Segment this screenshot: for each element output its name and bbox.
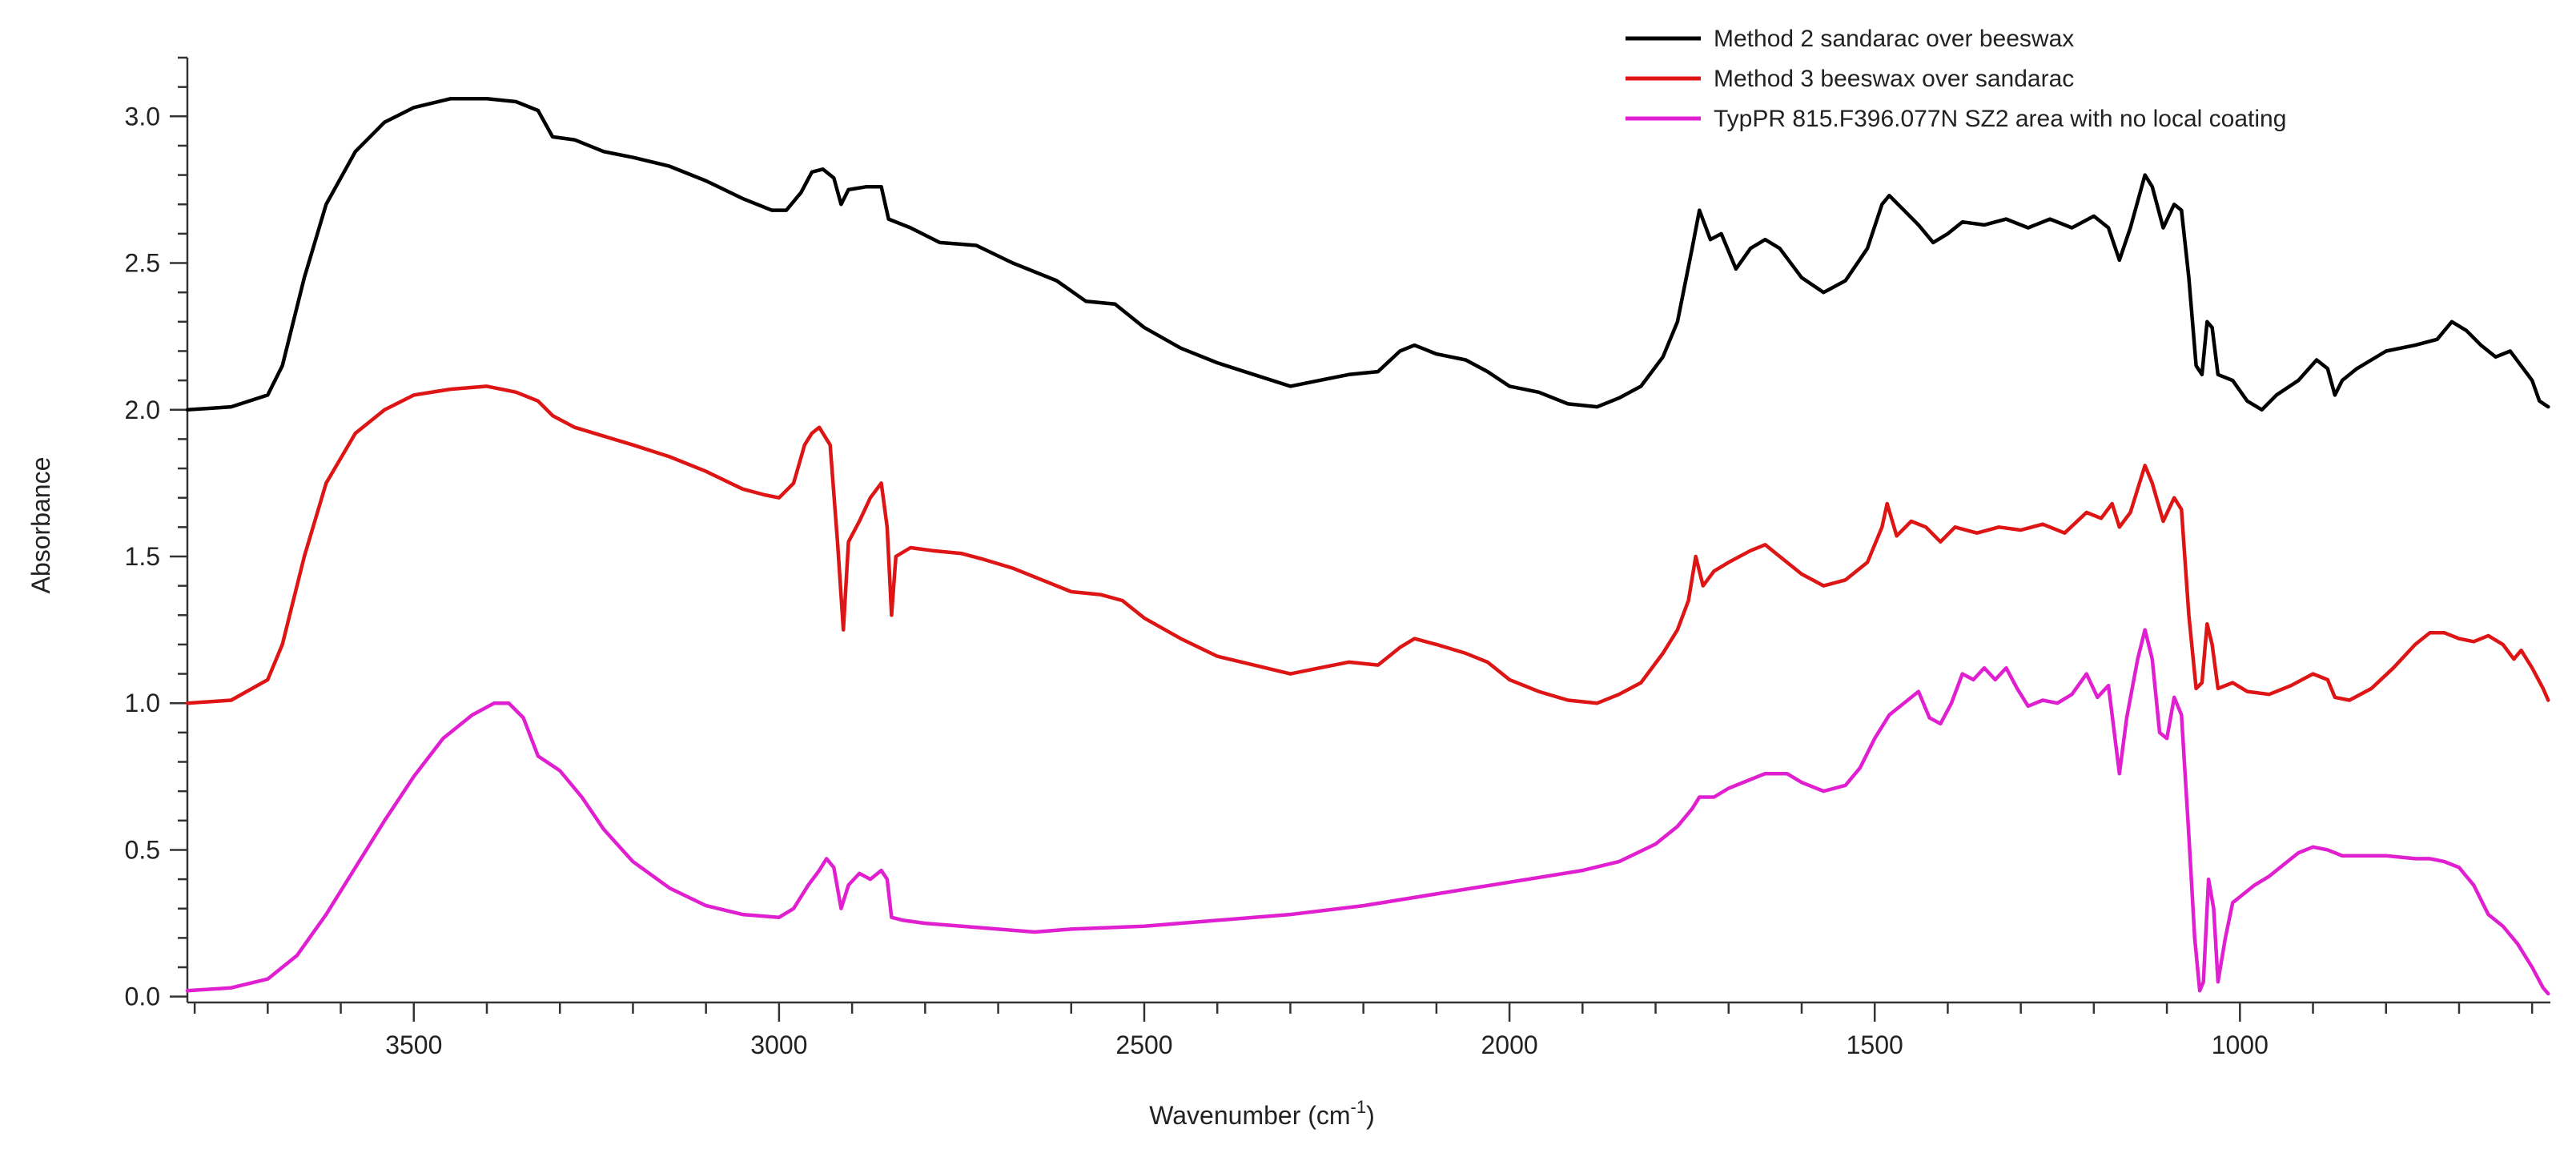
y-tick-label: 2.5: [125, 249, 160, 278]
plot-frame: [186, 58, 2550, 1004]
y-tick-label: 0.5: [125, 835, 160, 864]
x-axis-label: Wavenumber (cm-1): [1149, 1097, 1375, 1130]
y-axis-ticks: 0.0 0.5 1.0 1.5 2.0 2.5 3.0: [125, 56, 187, 1011]
x-tick-label: 2000: [1481, 1030, 1538, 1059]
y-tick-label: 3.0: [125, 102, 160, 131]
x-tick-label: 1500: [1847, 1030, 1903, 1059]
y-tick-label: 0.0: [125, 982, 160, 1011]
y-tick-label: 1.5: [125, 542, 160, 571]
y-tick-label: 2.0: [125, 396, 160, 424]
x-axis-label-close: ): [1366, 1101, 1375, 1130]
series-line-2: [185, 384, 2550, 705]
series-layer: [185, 97, 2550, 996]
x-tick-label: 1000: [2212, 1030, 2269, 1059]
x-tick-label: 3000: [750, 1030, 807, 1059]
series-line-3: [185, 628, 2550, 996]
x-axis-label-text: Wavenumber (cm: [1149, 1101, 1350, 1130]
x-axis-ticks: 3500 3000 2500 2000 1500 1000: [193, 1002, 2534, 1059]
legend-label-2: Method 3 beeswax over sandarac: [1714, 66, 2074, 92]
legend: Method 2 sandarac over beeswax Method 3 b…: [1626, 26, 2286, 132]
y-tick-label: 1.0: [125, 689, 160, 717]
legend-label-3: TypPR 815.F396.077N SZ2 area with no loc…: [1714, 106, 2286, 132]
x-tick-label: 2500: [1115, 1030, 1172, 1059]
legend-label-1: Method 2 sandarac over beeswax: [1714, 26, 2074, 52]
x-tick-label: 3500: [385, 1030, 442, 1059]
y-axis-label: Absorbance: [26, 457, 55, 594]
x-axis-label-superscript: -1: [1351, 1097, 1367, 1117]
series-line-1: [185, 97, 2550, 412]
